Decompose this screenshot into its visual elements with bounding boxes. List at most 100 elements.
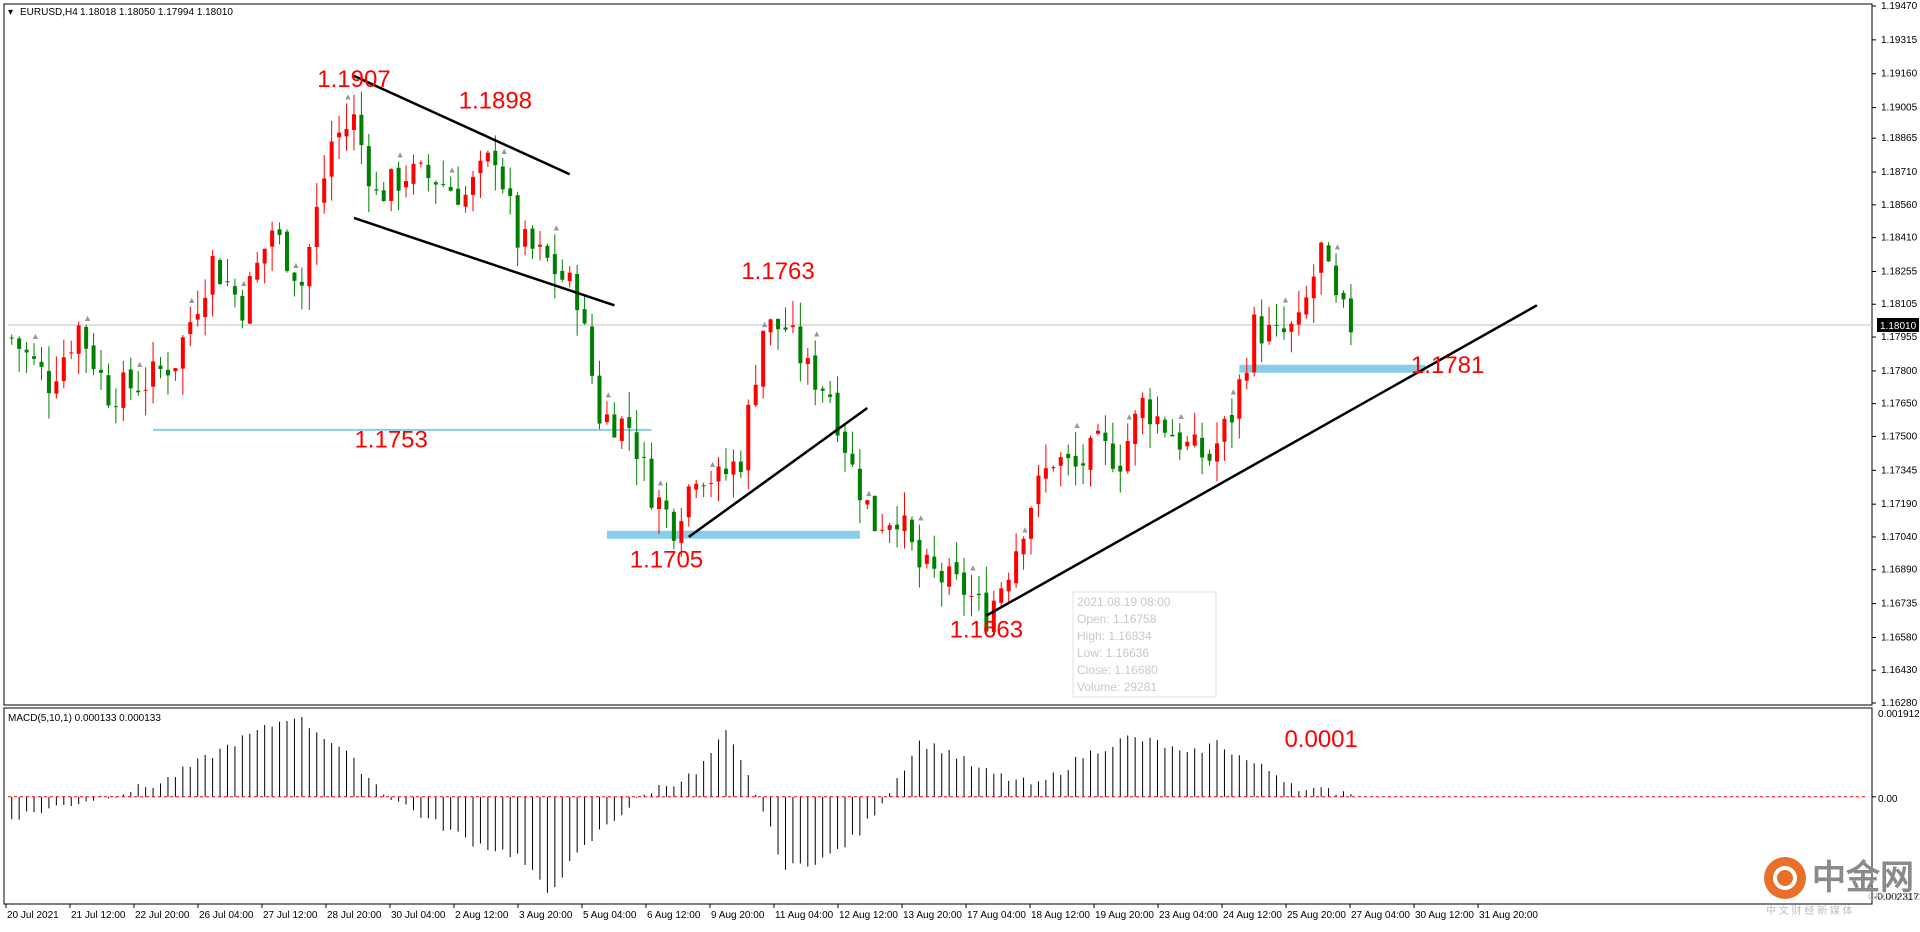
candle-up xyxy=(54,381,59,394)
candle-up xyxy=(947,566,952,587)
price-tick-label: 1.17500 xyxy=(1881,431,1918,442)
candle-up xyxy=(69,352,74,354)
candle-up xyxy=(991,600,996,633)
candle-up xyxy=(686,486,691,518)
time-tick-label: 26 Jul 04:00 xyxy=(199,910,254,921)
candle-up xyxy=(1036,475,1041,505)
candle-up xyxy=(1014,551,1019,584)
candle-down xyxy=(158,365,163,369)
candle-down xyxy=(24,349,29,353)
candle-up xyxy=(805,358,810,365)
candle-up xyxy=(351,114,356,130)
time-tick-label: 24 Aug 12:00 xyxy=(1223,910,1282,921)
candle-up xyxy=(1095,430,1100,434)
candle-down xyxy=(1229,415,1234,423)
candle-down xyxy=(9,337,14,339)
fractal-up-marker: ▲ xyxy=(344,91,353,101)
candle-down xyxy=(218,260,223,285)
price-tick-label: 1.18255 xyxy=(1881,266,1918,277)
cngold-logo: 中金网 CNGOLD.CN 中 文 财 经 新 媒 体 xyxy=(1764,857,1920,917)
fractal-up-marker: ▲ xyxy=(1333,241,1342,251)
tooltip-volume: Volume: 29281 xyxy=(1077,680,1157,694)
candle-up xyxy=(344,128,349,137)
candle-down xyxy=(954,562,959,575)
price-tick-label: 1.16735 xyxy=(1881,599,1918,610)
candle-down xyxy=(99,369,103,373)
price-tick-label: 1.18865 xyxy=(1881,133,1918,144)
candle-up xyxy=(203,297,208,318)
candle-up xyxy=(262,248,267,264)
candle-up xyxy=(418,162,423,164)
candle-down xyxy=(448,186,453,191)
candle-down xyxy=(299,281,304,286)
candle-up xyxy=(902,515,907,532)
candle-up xyxy=(1006,579,1011,592)
time-tick-label: 23 Aug 04:00 xyxy=(1159,910,1218,921)
candle-down xyxy=(895,524,900,530)
time-tick-label: 21 Jul 12:00 xyxy=(71,910,126,921)
candle-down xyxy=(1103,432,1108,442)
fractal-up-marker: ▲ xyxy=(864,488,873,498)
fractal-up-marker: ▲ xyxy=(968,563,977,573)
fractal-up-marker: ▲ xyxy=(656,478,665,488)
candle-down xyxy=(976,593,981,596)
candle-down xyxy=(1118,465,1123,472)
price-tick-label: 1.17955 xyxy=(1881,332,1918,343)
candle-down xyxy=(285,231,289,271)
candle-down xyxy=(1073,455,1078,467)
candle-up xyxy=(1088,437,1093,470)
candle-down xyxy=(701,485,706,487)
fractal-up-marker: ▲ xyxy=(500,146,509,156)
candle-up xyxy=(657,497,661,509)
price-tick-label: 1.16580 xyxy=(1881,632,1918,643)
logo-sub: 中 文 财 经 新 媒 体 xyxy=(1766,904,1853,917)
candle-up xyxy=(619,418,624,442)
candle-down xyxy=(1207,453,1212,461)
fractal-up-marker: ▲ xyxy=(604,389,613,399)
candle-up xyxy=(1155,416,1160,425)
candle-down xyxy=(560,270,565,280)
price-annotation: 1.1763 xyxy=(741,258,814,285)
chart-layers: 1.19470 1.19315 1.19160 1.19005 1.18865 1.187… xyxy=(5,1,1919,921)
candle-down xyxy=(1081,463,1086,466)
fractal-up-marker: ▲ xyxy=(239,278,248,288)
price-tick-label: 1.17800 xyxy=(1881,366,1918,377)
candle-up xyxy=(307,246,312,287)
candle-up xyxy=(1140,397,1145,419)
fractal-up-marker: ▲ xyxy=(448,165,457,175)
candle-down xyxy=(32,356,37,359)
tooltip-low: Low: 1.16636 xyxy=(1077,646,1149,660)
candle-down xyxy=(1110,443,1115,469)
candle-up xyxy=(1185,441,1190,447)
price-tick-label: 1.17190 xyxy=(1881,499,1918,510)
candle-down xyxy=(671,511,676,541)
candle-up xyxy=(411,163,416,184)
candle-up xyxy=(1058,457,1063,466)
fractal-up-marker: ▲ xyxy=(291,260,300,270)
candle-down xyxy=(932,556,937,569)
candle-down xyxy=(433,182,438,185)
candle-down xyxy=(396,167,401,191)
candle-up xyxy=(121,372,126,408)
time-tick-label: 27 Aug 04:00 xyxy=(1351,910,1410,921)
fractal-up-marker: ▲ xyxy=(552,222,561,232)
price-annotation: 1.1898 xyxy=(459,88,532,115)
candle-down xyxy=(783,327,788,330)
candle-down xyxy=(828,394,833,397)
candle-down xyxy=(500,166,505,190)
price-tick-label: 1.16890 xyxy=(1881,565,1918,576)
candle-up xyxy=(404,181,409,188)
candle-up xyxy=(180,337,185,369)
candle-up xyxy=(270,230,275,247)
header-arrow-icon[interactable]: ▾ xyxy=(8,7,13,18)
candle-down xyxy=(1148,399,1153,425)
candle-up xyxy=(1021,538,1026,555)
candle-down xyxy=(46,370,51,394)
price-tick-label: 1.18710 xyxy=(1881,167,1918,178)
candle-up xyxy=(389,169,394,201)
candle-down xyxy=(1170,434,1175,437)
candle-down xyxy=(597,375,602,424)
candle-down xyxy=(508,188,513,196)
